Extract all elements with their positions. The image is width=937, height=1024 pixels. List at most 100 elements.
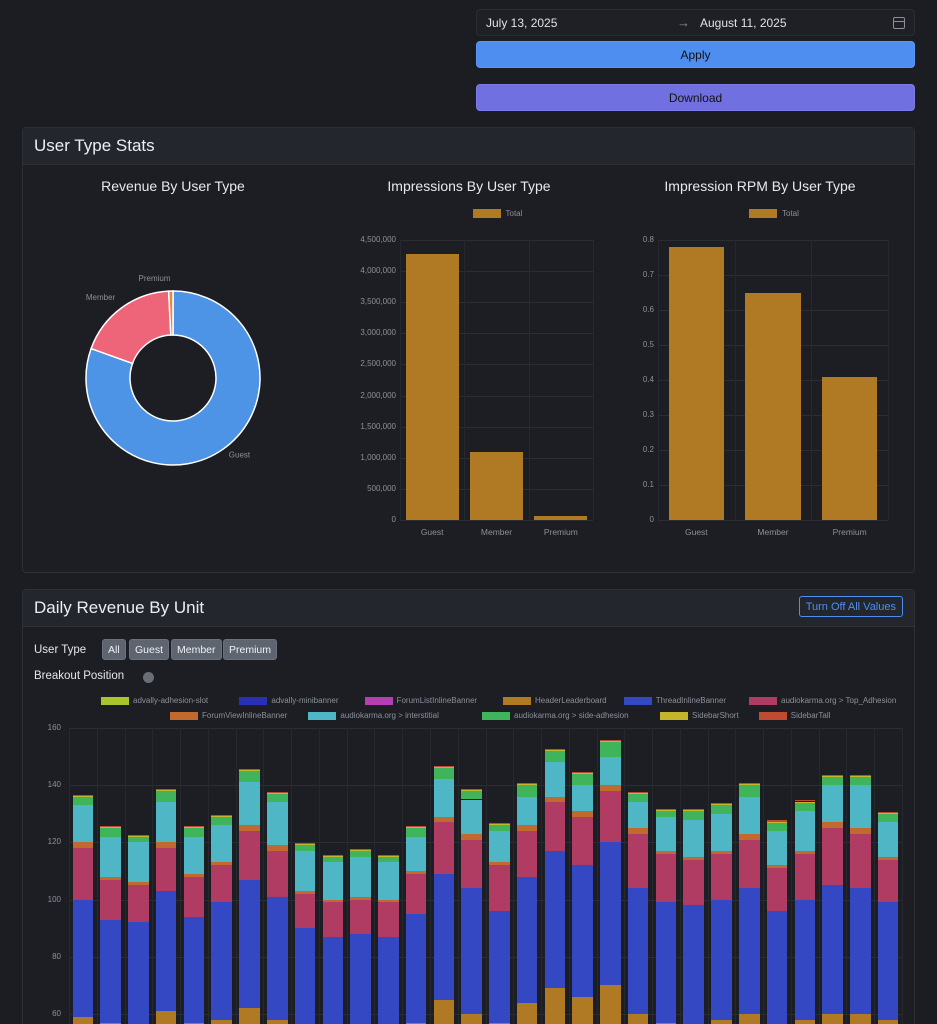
stack-segment[interactable]	[211, 1019, 232, 1024]
stack-segment[interactable]	[600, 842, 621, 986]
stack-segment[interactable]	[128, 836, 149, 843]
stack-segment[interactable]	[822, 1014, 843, 1024]
stack-segment[interactable]	[72, 805, 94, 843]
stack-segment[interactable]	[739, 785, 760, 797]
stack-segment[interactable]	[794, 899, 816, 1020]
stack-segment[interactable]	[239, 825, 260, 831]
stack-segment[interactable]	[766, 911, 788, 1024]
stack-segment[interactable]	[627, 1014, 649, 1024]
stack-segment[interactable]	[239, 782, 260, 826]
stack-segment[interactable]	[378, 902, 399, 937]
stack-segment[interactable]	[544, 762, 566, 797]
stack-segment[interactable]	[794, 801, 816, 803]
stack-segment[interactable]	[600, 741, 621, 743]
stack-segment[interactable]	[683, 810, 705, 811]
stack-segment[interactable]	[378, 856, 399, 863]
stack-segment[interactable]	[211, 815, 232, 817]
stack-segment[interactable]	[739, 833, 760, 840]
stack-segment[interactable]	[822, 885, 843, 1014]
stack-segment[interactable]	[850, 785, 871, 829]
stack-segment[interactable]	[822, 774, 843, 776]
stack-segment[interactable]	[294, 850, 316, 891]
stack-segment[interactable]	[711, 850, 732, 854]
stack-segment[interactable]	[405, 836, 427, 871]
stack-segment[interactable]	[433, 768, 455, 780]
stack-segment[interactable]	[516, 825, 538, 831]
stack-segment[interactable]	[655, 816, 677, 851]
stack-segment[interactable]	[516, 783, 538, 785]
stack-segment[interactable]	[350, 896, 371, 900]
stack-segment[interactable]	[600, 742, 621, 757]
stack-segment[interactable]	[266, 791, 288, 793]
stack-segment[interactable]	[822, 828, 843, 886]
stack-segment[interactable]	[433, 999, 455, 1024]
stack-segment[interactable]	[378, 854, 399, 856]
bar-premium[interactable]	[822, 376, 878, 520]
stack-segment[interactable]	[572, 773, 593, 786]
stack-segment[interactable]	[128, 885, 149, 923]
stack-segment[interactable]	[877, 902, 899, 1020]
stack-segment[interactable]	[850, 833, 871, 889]
stack-segment[interactable]	[433, 779, 455, 817]
stack-segment[interactable]	[294, 843, 316, 845]
stack-segment[interactable]	[766, 830, 788, 866]
stack-segment[interactable]	[711, 804, 732, 806]
stack-segment[interactable]	[627, 793, 649, 803]
stack-segment[interactable]	[544, 850, 566, 989]
bar-member[interactable]	[470, 451, 523, 520]
stack-segment[interactable]	[405, 828, 427, 837]
stack-segment[interactable]	[655, 1022, 677, 1024]
stack-segment[interactable]	[877, 813, 899, 823]
stack-segment[interactable]	[600, 790, 621, 843]
stack-segment[interactable]	[350, 850, 371, 857]
apply-button[interactable]: Apply	[476, 41, 915, 68]
stack-segment[interactable]	[516, 830, 538, 877]
stack-segment[interactable]	[489, 911, 510, 1023]
stack-segment[interactable]	[627, 888, 649, 1014]
stack-segment[interactable]	[572, 785, 593, 811]
stack-segment[interactable]	[877, 856, 899, 860]
stack-segment[interactable]	[183, 828, 205, 837]
stack-segment[interactable]	[294, 893, 316, 929]
stack-segment[interactable]	[655, 902, 677, 1023]
stack-segment[interactable]	[211, 865, 232, 903]
stack-segment[interactable]	[211, 814, 232, 816]
stack-segment[interactable]	[600, 756, 621, 786]
stack-segment[interactable]	[239, 770, 260, 771]
stack-segment[interactable]	[128, 835, 149, 837]
stack-segment[interactable]	[211, 816, 232, 826]
stack-segment[interactable]	[516, 876, 538, 1003]
stack-segment[interactable]	[433, 822, 455, 874]
stack-segment[interactable]	[155, 891, 177, 1012]
stack-segment[interactable]	[794, 810, 816, 851]
stack-segment[interactable]	[544, 750, 566, 751]
stack-segment[interactable]	[850, 888, 871, 1014]
stack-segment[interactable]	[627, 802, 649, 829]
stack-segment[interactable]	[516, 796, 538, 826]
stack-segment[interactable]	[850, 1014, 871, 1024]
stack-segment[interactable]	[489, 824, 510, 826]
stack-segment[interactable]	[350, 933, 371, 1024]
stack-segment[interactable]	[405, 913, 427, 1023]
breakout-position-toggle[interactable]	[140, 669, 166, 685]
stack-segment[interactable]	[461, 788, 482, 791]
stack-segment[interactable]	[655, 810, 677, 811]
stack-segment[interactable]	[461, 790, 482, 800]
stack-segment[interactable]	[72, 1016, 94, 1024]
stack-segment[interactable]	[489, 825, 510, 831]
stack-segment[interactable]	[461, 888, 482, 1014]
stack-segment[interactable]	[155, 1011, 177, 1024]
rpm-bar-chart[interactable]: Total 0 0.1 0.2 0.3 0.4 0.5 0.6 0.7 0.8 Guest Membe…	[608, 200, 898, 560]
stack-segment[interactable]	[72, 796, 94, 806]
calendar-icon[interactable]	[893, 17, 905, 29]
stack-segment[interactable]	[683, 856, 705, 860]
stack-segment[interactable]	[877, 859, 899, 903]
stack-segment[interactable]	[433, 766, 455, 768]
stack-segment[interactable]	[739, 888, 760, 1014]
stack-segment[interactable]	[155, 788, 177, 791]
stack-segment[interactable]	[739, 839, 760, 889]
stack-segment[interactable]	[489, 865, 510, 912]
stack-segment[interactable]	[711, 813, 732, 851]
stack-segment[interactable]	[72, 842, 94, 849]
stack-segment[interactable]	[266, 802, 288, 846]
